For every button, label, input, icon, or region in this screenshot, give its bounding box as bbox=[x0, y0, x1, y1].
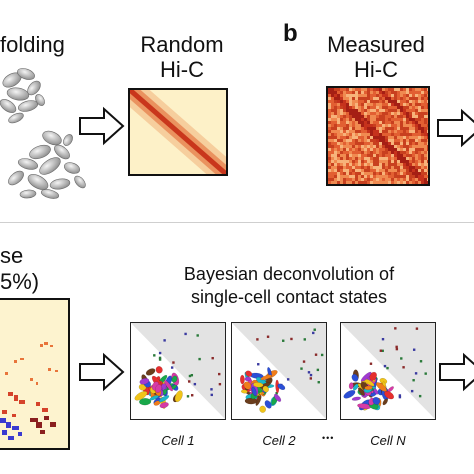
ellipsis-dots: ••• bbox=[322, 433, 335, 443]
bayesian-title-line2: single-cell contact states bbox=[190, 287, 388, 307]
chromatin-structure-image bbox=[0, 60, 95, 200]
random-hic-title-line2: Hi-C bbox=[160, 57, 204, 82]
lower-left-text-line1: se bbox=[0, 243, 24, 268]
random-hic-heatmap bbox=[128, 88, 228, 176]
cell-box-n bbox=[340, 322, 436, 420]
arrow-right-icon bbox=[78, 106, 126, 146]
panel-b-letter: b bbox=[283, 20, 298, 47]
cell-label-1: Cell 1 bbox=[161, 433, 195, 448]
lower-left-text-line2: 5%) bbox=[0, 269, 40, 294]
arrow-right-icon bbox=[436, 108, 474, 148]
lower-left-heatmap bbox=[0, 298, 70, 450]
random-hic-title-line1: Random bbox=[140, 32, 224, 57]
cell-box-2 bbox=[231, 322, 327, 420]
section-divider bbox=[0, 222, 474, 223]
measured-hic-title-line1: Measured bbox=[327, 32, 425, 57]
cell-label-n: Cell N bbox=[370, 433, 406, 448]
cell-box-1 bbox=[130, 322, 226, 420]
measured-hic-heatmap bbox=[326, 86, 430, 186]
measured-hic-title-line2: Hi-C bbox=[354, 57, 398, 82]
panel-a-title: folding bbox=[0, 32, 65, 57]
arrow-right-icon bbox=[78, 352, 126, 392]
cell-label-2: Cell 2 bbox=[262, 433, 296, 448]
bayesian-title-line1: Bayesian deconvolution of bbox=[183, 264, 395, 284]
arrow-right-icon bbox=[438, 352, 474, 392]
